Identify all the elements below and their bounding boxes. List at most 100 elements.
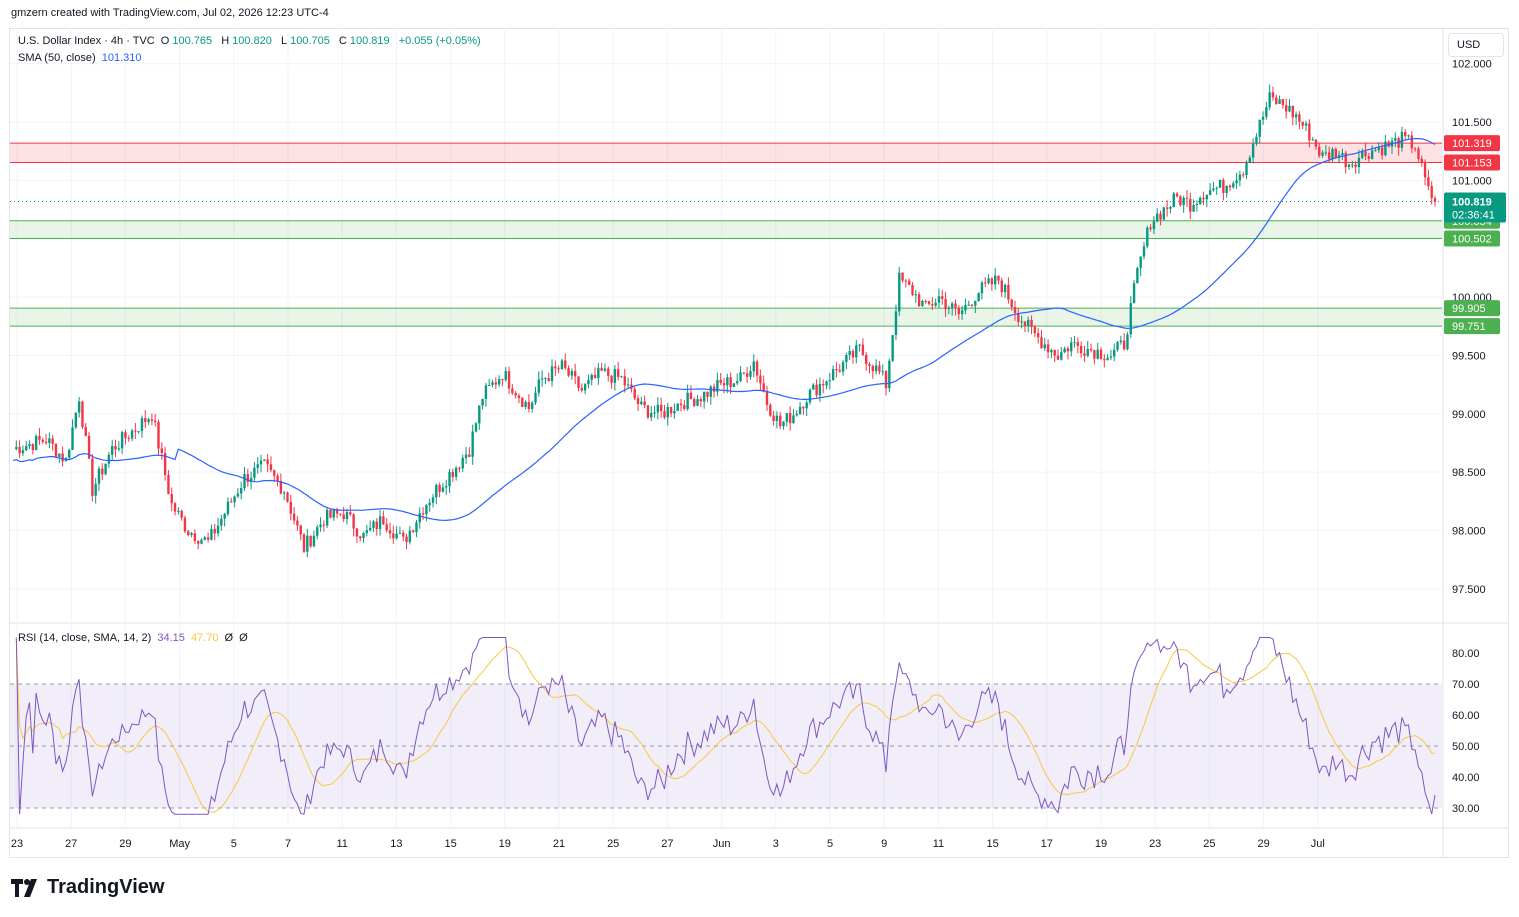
rsi-ma-line — [15, 637, 1436, 813]
candle-body — [319, 524, 322, 528]
candle-body — [898, 272, 901, 312]
candle-body — [1370, 150, 1374, 159]
rsi-tick-label: 70.00 — [1452, 679, 1480, 691]
candle-body — [1205, 195, 1209, 200]
candle-body — [253, 467, 256, 478]
candle-body — [1420, 158, 1423, 163]
candle-body — [1086, 348, 1089, 356]
candle-body — [927, 301, 931, 305]
candle-body — [292, 513, 296, 521]
chart-frame — [9, 28, 1509, 858]
candle-body — [1060, 352, 1063, 360]
candle-body — [1175, 193, 1179, 197]
candle-body — [345, 512, 349, 520]
candle-body — [421, 513, 425, 515]
candle-body — [1136, 268, 1139, 284]
candle-body — [1324, 152, 1328, 154]
rsi-legend[interactable]: RSI (14, close, SMA, 14, 2) 34.15 47.70 … — [18, 632, 251, 644]
candle-body — [663, 411, 666, 418]
candle-body — [673, 410, 676, 414]
candle-body — [58, 453, 61, 457]
candle-body — [607, 368, 610, 376]
candle-body — [213, 528, 216, 534]
candle-body — [306, 535, 309, 552]
candle-body — [1103, 359, 1106, 361]
candle-body — [256, 464, 259, 468]
candle-body — [322, 524, 326, 526]
candle-body — [815, 384, 818, 396]
time-tick-label: 13 — [390, 838, 402, 850]
candle-body — [1083, 353, 1086, 356]
candle-body — [937, 296, 941, 303]
candle-body — [362, 532, 365, 539]
candle-body — [1056, 355, 1060, 360]
candle-body — [111, 446, 114, 455]
candle-body — [1218, 179, 1222, 188]
candle-body — [1288, 105, 1291, 112]
candle-body — [765, 391, 769, 405]
candle-body — [200, 539, 203, 544]
candle-body — [719, 379, 722, 384]
candle-body — [1400, 131, 1404, 148]
candle-body — [451, 472, 455, 477]
candle-body — [441, 487, 445, 492]
candle-body — [1278, 99, 1281, 104]
candle-body — [378, 516, 382, 530]
candle-body — [679, 403, 683, 406]
time-tick-label: 29 — [119, 838, 131, 850]
sma-legend[interactable]: SMA (50, close) 101.310 — [18, 52, 144, 64]
currency-button[interactable]: USD — [1448, 33, 1504, 57]
time-tick-label: 3 — [773, 838, 779, 850]
sma-value: 101.310 — [101, 52, 142, 64]
rsi-tick-label: 60.00 — [1452, 710, 1480, 722]
time-tick-label: 17 — [1041, 838, 1053, 850]
candle-body — [1238, 174, 1242, 181]
candle-body — [1099, 349, 1103, 360]
candle-body — [484, 385, 488, 399]
candle-body — [874, 365, 878, 372]
candle-body — [759, 375, 762, 384]
candle-body — [901, 272, 904, 281]
candle-body — [1308, 123, 1311, 141]
support-zone — [10, 308, 1442, 327]
candle-body — [1013, 307, 1017, 313]
price-tick-label: 97.500 — [1452, 584, 1486, 596]
symbol-label[interactable]: U.S. Dollar Index · 4h · TVC — [18, 35, 155, 47]
candle-body — [411, 530, 415, 532]
candle-body — [1126, 334, 1129, 350]
candle-body — [997, 275, 1000, 281]
candle-body — [1417, 148, 1420, 159]
candle-body — [435, 484, 438, 498]
candle-body — [593, 374, 597, 379]
candle-body — [527, 401, 531, 409]
candle-body — [193, 533, 197, 542]
price-tick-label: 101.500 — [1452, 117, 1492, 129]
candle-body — [21, 450, 25, 454]
candle-body — [858, 344, 861, 346]
candle-body — [828, 380, 832, 382]
tradingview-logo[interactable]: TradingView — [11, 876, 164, 899]
candle-body — [1222, 179, 1225, 193]
candle-body — [266, 459, 269, 465]
time-tick-label: 7 — [285, 838, 291, 850]
candle-body — [1433, 198, 1437, 202]
rsi-line — [15, 637, 1436, 815]
candle-body — [223, 513, 226, 519]
candle-body — [1380, 147, 1384, 156]
candle-body — [993, 275, 997, 285]
candle-body — [286, 492, 289, 502]
candle-body — [97, 468, 101, 484]
candle-body — [613, 369, 617, 383]
candle-body — [1007, 284, 1010, 300]
candle-body — [239, 488, 243, 494]
candle-body — [1271, 92, 1275, 98]
resistance-price-tag — [1444, 154, 1500, 171]
time-tick-label: 23 — [11, 838, 23, 850]
candle-body — [795, 413, 798, 416]
candle-body — [798, 406, 802, 414]
candle-body — [689, 392, 693, 399]
support-price-tag — [1444, 300, 1500, 317]
candle-body — [650, 413, 653, 418]
candle-body — [1361, 151, 1364, 158]
